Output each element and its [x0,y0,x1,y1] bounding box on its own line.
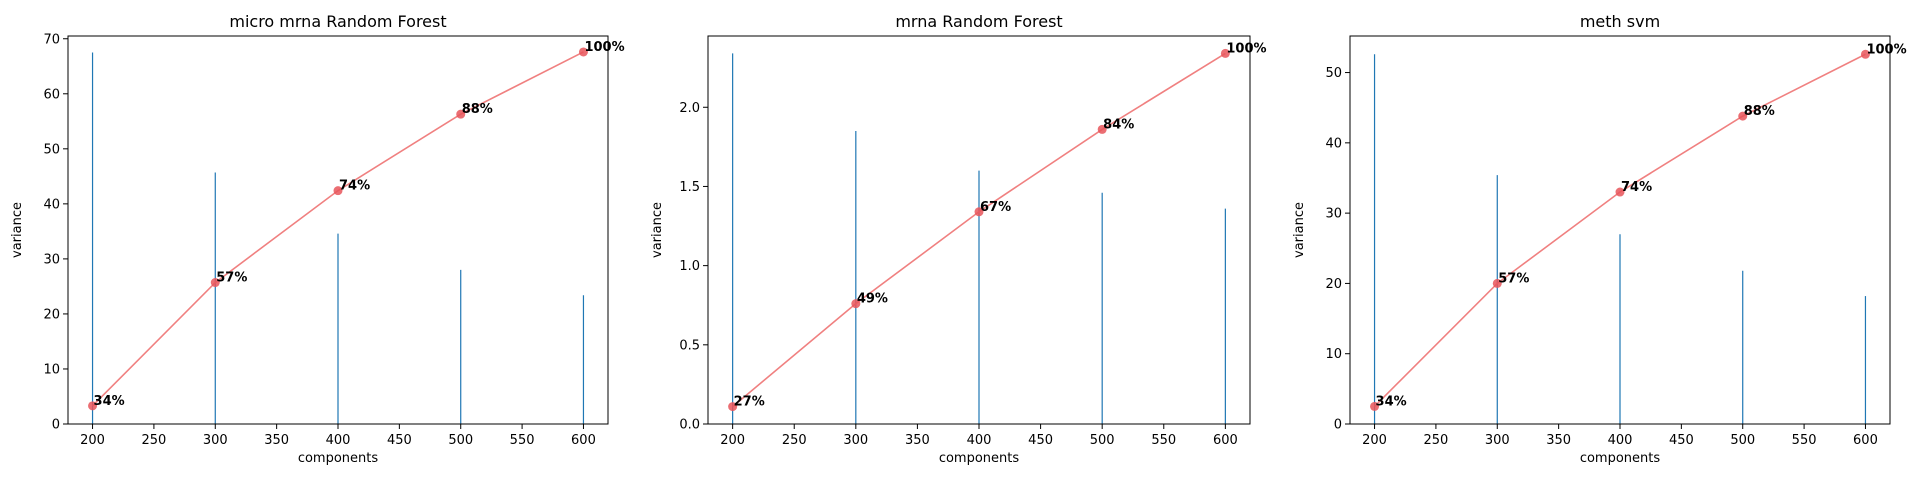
cumulative-point [210,278,220,288]
cumulative-point [851,299,861,309]
cumulative-point [333,186,343,196]
percent-label: 49% [857,292,888,307]
x-axis-label: components [298,451,379,466]
x-tick-label: 600 [1853,433,1878,448]
y-tick-label: 20 [43,307,60,322]
percent-label: 67% [980,200,1011,215]
y-tick-label: 20 [1325,277,1342,292]
y-tick-label: 10 [1325,347,1342,362]
chart-panel-3: 34%57%74%88%100%200 250 300 350 400 450 500 550… [1292,12,1907,466]
x-tick-label: 400 [967,433,992,448]
chart-title: micro mrna Random Forest [229,12,446,31]
x-tick-label: 350 [905,433,930,448]
y-tick-label: 10 [43,362,60,377]
y-tick-label: 2.0 [679,101,700,116]
x-tick-label: 550 [510,433,535,448]
x-axis-label: components [1580,451,1661,466]
x-tick-label: 400 [1608,433,1633,448]
x-tick-label: 350 [264,433,289,448]
percent-label: 84% [1103,117,1134,132]
x-tick-label: 200 [720,433,745,448]
y-tick-label: 70 [43,32,60,47]
x-tick-label: 250 [1423,433,1448,448]
chart-title: mrna Random Forest [895,12,1062,31]
x-tick-label: 300 [843,433,868,448]
x-tick-label: 600 [1213,433,1238,448]
y-tick-label: 30 [1325,207,1342,222]
percent-label: 34% [1376,394,1407,409]
cumulative-point [456,109,466,119]
y-axis-label: variance [1292,202,1307,258]
x-tick-label: 200 [80,433,105,448]
cumulative-point [728,402,738,412]
x-tick-label: 300 [203,433,228,448]
cumulative-point [578,47,588,57]
cumulative-point [974,207,984,217]
y-tick-label: 30 [43,252,60,267]
x-tick-label: 550 [1792,433,1817,448]
cumulative-point [1615,187,1625,197]
x-tick-label: 350 [1546,433,1571,448]
y-tick-label: 40 [43,197,60,212]
cumulative-point [88,401,98,411]
percent-label: 74% [1621,180,1652,195]
percent-label: 88% [462,102,493,117]
percent-label: 57% [1498,271,1529,286]
percent-label: 100% [1866,42,1906,57]
y-tick-label: 60 [43,87,60,102]
y-tick-label: 0 [1334,418,1342,433]
percent-label: 100% [1226,41,1266,56]
y-axis-label: variance [650,202,665,258]
cumulative-point [1492,278,1502,288]
x-tick-label: 600 [571,433,596,448]
x-tick-label: 550 [1151,433,1176,448]
y-axis-label: variance [10,202,25,258]
percent-label: 57% [216,271,247,286]
chart-panel-1: 34%57%74%88%100%200 250 300 350 400 450 500 550… [10,12,625,466]
cumulative-point [1220,48,1230,58]
cumulative-point [1097,124,1107,134]
y-tick-label: 50 [1325,66,1342,81]
y-tick-label: 40 [1325,136,1342,151]
percent-label: 34% [94,394,125,409]
x-tick-label: 300 [1485,433,1510,448]
x-tick-label: 500 [1090,433,1115,448]
cumulative-point [1370,401,1380,411]
y-tick-label: 0.5 [679,338,700,353]
y-tick-label: 1.0 [679,259,700,274]
x-tick-label: 450 [1028,433,1053,448]
x-tick-label: 200 [1362,433,1387,448]
x-tick-label: 500 [1730,433,1755,448]
y-tick-label: 0 [52,418,60,433]
x-tick-label: 500 [448,433,473,448]
x-axis-label: components [939,451,1020,466]
cumulative-point [1860,49,1870,59]
x-tick-label: 250 [782,433,807,448]
chart-title: meth svm [1580,12,1660,31]
chart-panel-2: 27% 49% 67% 84% 100% 200 250 300 350 400 450 500 550… [650,12,1267,466]
cumulative-point [1738,111,1748,121]
percent-label: 27% [734,395,765,410]
x-tick-label: 250 [141,433,166,448]
x-tick-label: 450 [387,433,412,448]
percent-label: 100% [584,40,624,55]
y-tick-label: 50 [43,142,60,157]
percent-label: 74% [339,179,370,194]
x-tick-label: 450 [1669,433,1694,448]
y-tick-label: 1.5 [679,180,700,195]
percent-label: 88% [1744,104,1775,119]
x-tick-label: 400 [326,433,351,448]
y-tick-label: 0.0 [679,418,700,433]
